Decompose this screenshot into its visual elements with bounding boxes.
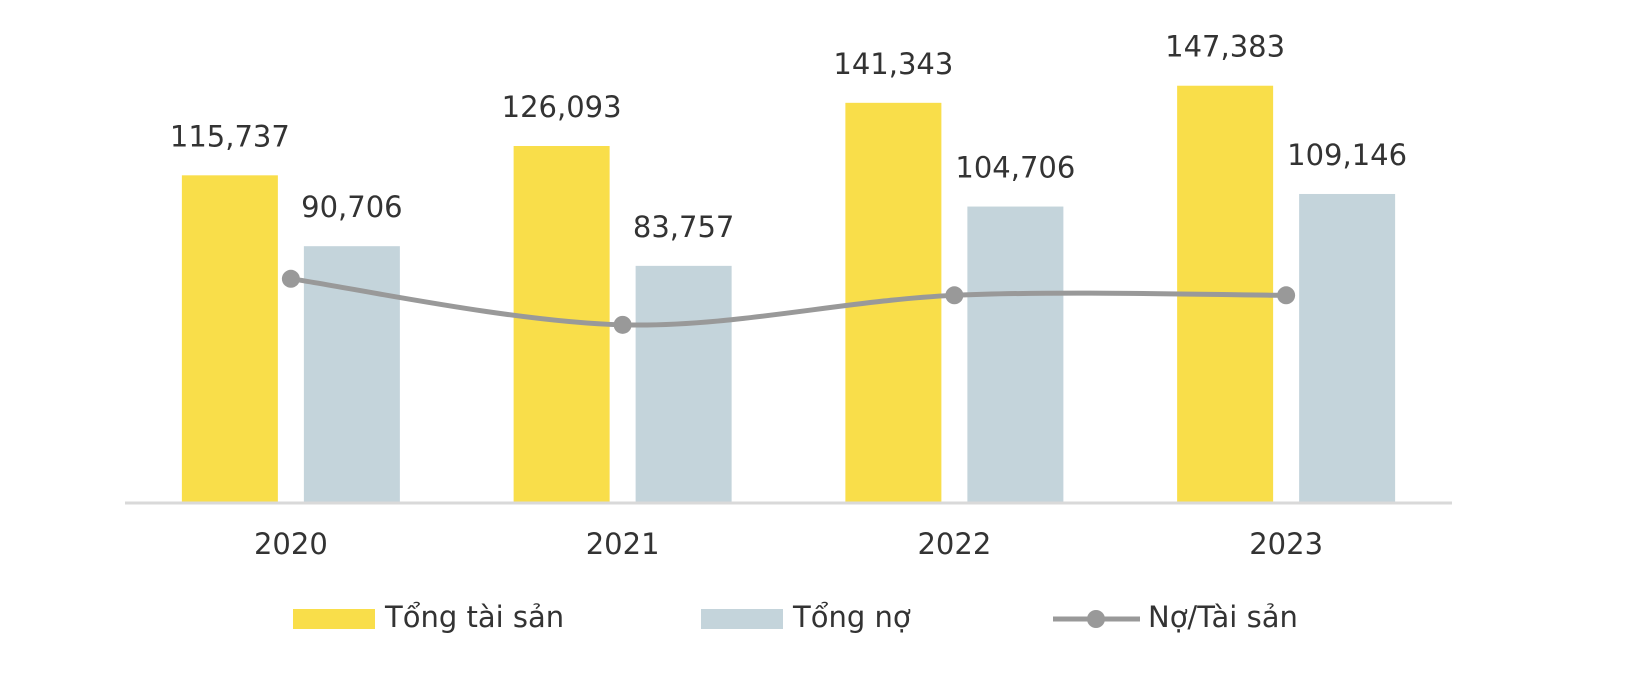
bar <box>967 206 1064 503</box>
value-label: 115,737 <box>170 119 290 153</box>
bar <box>181 175 278 503</box>
legend-marker <box>1087 610 1105 628</box>
value-label: 141,343 <box>833 47 953 81</box>
x-tick-label: 2022 <box>917 527 991 561</box>
value-label: 147,383 <box>1165 30 1285 64</box>
line-marker <box>613 315 632 334</box>
value-label: 83,757 <box>633 210 734 244</box>
line <box>290 276 1287 328</box>
legend-swatch <box>293 609 375 629</box>
line-marker <box>1277 286 1296 305</box>
bar <box>635 265 732 503</box>
x-tick-label: 2023 <box>1249 527 1323 561</box>
legend-swatch <box>701 609 783 629</box>
line-marker <box>281 269 300 288</box>
value-label: 90,706 <box>301 190 402 224</box>
bar <box>1299 193 1396 503</box>
value-label: 109,146 <box>1287 138 1407 172</box>
value-label: 104,706 <box>955 151 1075 185</box>
line-marker <box>945 286 964 305</box>
legend-label: Tổng nợ <box>792 600 911 634</box>
legend-label: Nợ/Tài sản <box>1148 600 1298 634</box>
value-label: 126,093 <box>502 90 622 124</box>
legend-label: Tổng tài sản <box>384 600 564 634</box>
x-tick-label: 2021 <box>586 527 660 561</box>
x-tick-label: 2020 <box>254 527 328 561</box>
